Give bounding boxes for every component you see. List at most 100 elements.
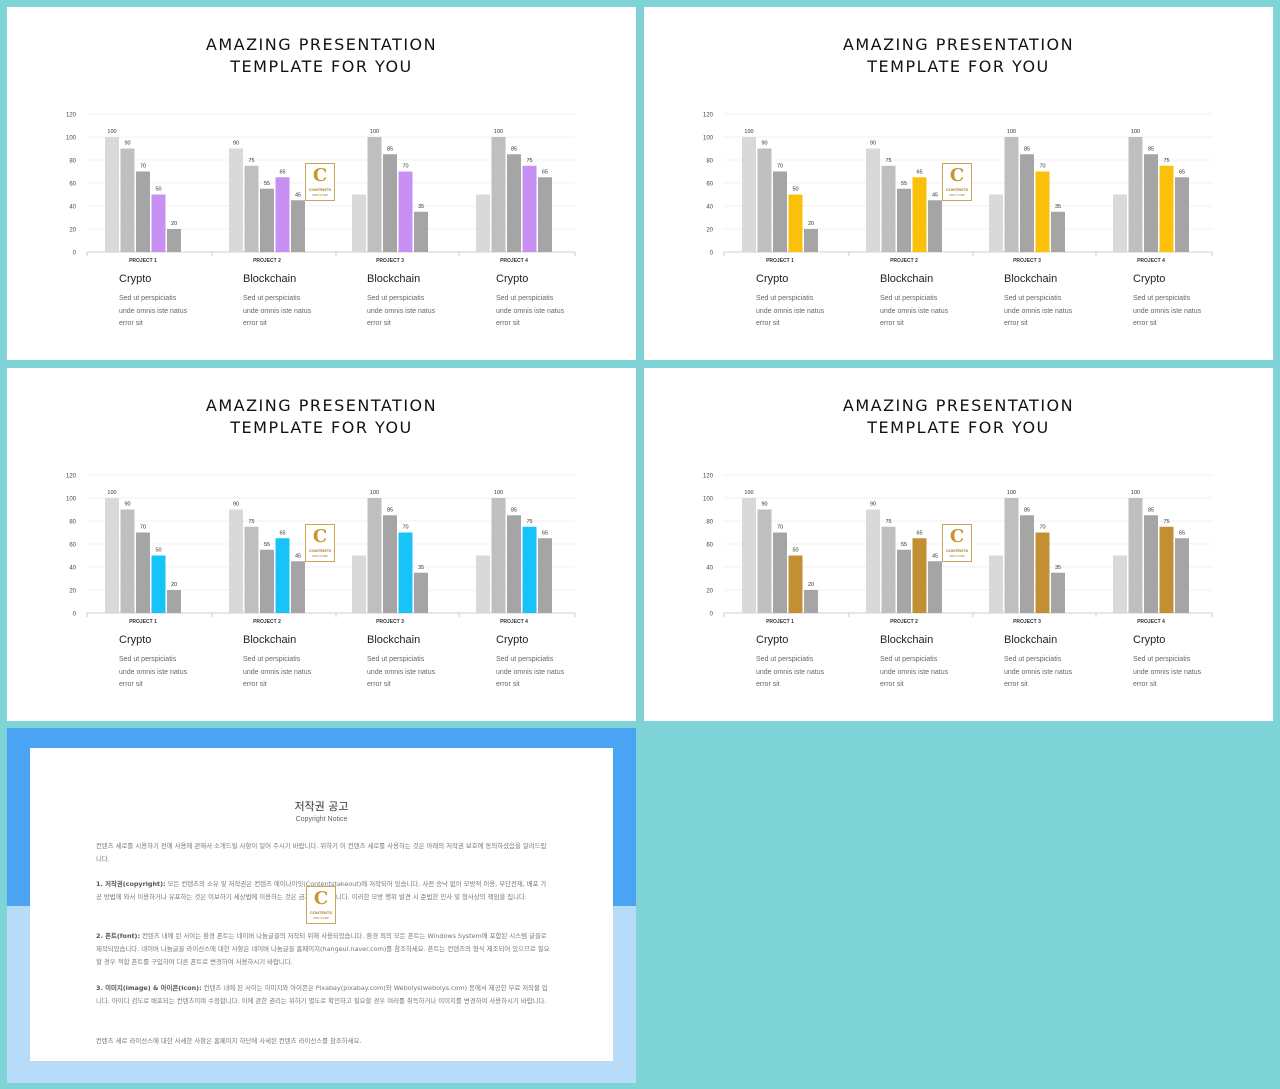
- bar: [912, 538, 927, 613]
- project-block: Blockchain Sed ut perspiciatis unde omnis …: [243, 273, 363, 331]
- category-label: PROJECT 4: [1137, 619, 1165, 625]
- bar: [1159, 526, 1174, 613]
- project-description-line: error sit: [1133, 320, 1157, 327]
- bar: [367, 498, 382, 613]
- bar-value-label: 85: [511, 507, 517, 513]
- bar-value-label: 75: [526, 519, 532, 525]
- bar-value-label: 90: [761, 141, 767, 147]
- bar-value-label: 90: [870, 141, 876, 147]
- slide-title-line1: AMAZING PRESENTATION: [842, 396, 1075, 415]
- bar: [742, 137, 756, 252]
- project-heading: Blockchain: [243, 273, 297, 285]
- bar: [804, 229, 818, 252]
- bar: [1159, 165, 1174, 252]
- project-heading: Blockchain: [367, 634, 421, 646]
- bar: [229, 148, 243, 252]
- project-block: Crypto Sed ut perspiciatis unde omnis iste…: [496, 634, 616, 692]
- category-label: PROJECT 4: [500, 619, 528, 625]
- y-tick-label: 80: [69, 159, 76, 165]
- notice-section-copyright-head: 1. 저작권(copyright):: [96, 880, 166, 888]
- bar-value-label: 50: [155, 548, 161, 554]
- project-description: Sed ut perspiciatis unde omnis iste natus…: [367, 293, 487, 331]
- category-label: PROJECT 1: [129, 258, 157, 264]
- project-block: Blockchain Sed ut perspiciatis unde omnis …: [880, 634, 1000, 692]
- bar-value-label: 100: [107, 490, 116, 496]
- slide-title: AMAZING PRESENTATION TEMPLATE FOR YOU: [644, 395, 1273, 439]
- project-description-line: unde omnis iste natus: [1133, 307, 1202, 315]
- bar-value-label: 85: [511, 146, 517, 152]
- bar: [757, 509, 772, 613]
- project-description: Sed ut perspiciatis unde omnis iste natus…: [1004, 293, 1124, 331]
- project-heading: Blockchain: [243, 634, 297, 646]
- bar-value-label: 75: [885, 519, 891, 525]
- project-description-line: Sed ut perspiciatis: [119, 295, 177, 302]
- bar-value-label: 75: [1163, 158, 1169, 164]
- slide-title-line1: AMAZING PRESENTATION: [205, 35, 438, 54]
- chart-slide: AMAZING PRESENTATION TEMPLATE FOR YOU 0 20 4…: [7, 7, 636, 360]
- project-description-line: unde omnis iste natus: [496, 307, 565, 315]
- project-description-line: Sed ut perspiciatis: [756, 656, 814, 663]
- y-tick-label: 20: [69, 589, 76, 595]
- project-block: Crypto Sed ut perspiciatis unde omnis iste…: [119, 634, 239, 692]
- bar: [866, 148, 880, 252]
- bar-value-label: 65: [916, 169, 922, 175]
- bar: [105, 498, 119, 613]
- bar-chart: 0 20 40 60 80 100 120 100 90 70 50 20 PROJECT 1 90 75 5…: [66, 113, 576, 264]
- bar-value-label: 90: [233, 141, 239, 147]
- logo-stamp: C CONTENTS ADD CORP: [942, 163, 972, 201]
- bar-value-label: 50: [792, 187, 798, 193]
- project-description: Sed ut perspiciatis unde omnis iste natus…: [756, 293, 876, 331]
- project-description: Sed ut perspiciatis unde omnis iste natus…: [756, 654, 876, 692]
- bar-value-label: 100: [370, 129, 379, 135]
- bar-value-label: 100: [370, 490, 379, 496]
- bar-value-label: 65: [916, 530, 922, 536]
- y-tick-label: 0: [73, 251, 77, 257]
- slide-title: AMAZING PRESENTATION TEMPLATE FOR YOU: [7, 34, 636, 78]
- bar: [275, 538, 290, 613]
- project-block: Crypto Sed ut perspiciatis unde omnis iste…: [756, 634, 876, 692]
- bar: [507, 515, 521, 613]
- bar: [788, 194, 803, 252]
- bar: [757, 148, 772, 252]
- bar-value-label: 45: [295, 553, 301, 559]
- bar: [1144, 154, 1158, 252]
- bar-value-label: 85: [1024, 507, 1030, 513]
- y-tick-label: 100: [66, 136, 77, 142]
- bar-value-label: 90: [124, 502, 130, 508]
- project-heading: Blockchain: [880, 273, 934, 285]
- bar: [352, 194, 366, 252]
- bar: [897, 549, 911, 613]
- bar: [367, 137, 382, 252]
- bar: [105, 137, 119, 252]
- bar: [1128, 498, 1143, 613]
- notice-subtitle: Copyright Notice: [295, 816, 348, 823]
- category-label: PROJECT 2: [890, 619, 918, 625]
- y-tick-label: 100: [66, 497, 77, 503]
- bar-value-label: 70: [777, 525, 783, 531]
- bar: [120, 148, 135, 252]
- bar: [866, 509, 880, 613]
- project-description-line: Sed ut perspiciatis: [243, 656, 301, 663]
- project-description: Sed ut perspiciatis unde omnis iste natus…: [119, 654, 239, 692]
- y-tick-label: 60: [69, 182, 76, 188]
- notice-logo-stamp: C CONTENTS ADD CORP: [306, 886, 336, 924]
- project-description-line: unde omnis iste natus: [119, 668, 188, 676]
- y-tick-label: 0: [710, 251, 714, 257]
- bar: [804, 590, 818, 613]
- bar: [912, 177, 927, 252]
- notice-section-image-body: 컨텐츠 내에 된 서이는 이미지와 아이콘은 Pixabay(pixabay.c…: [96, 984, 548, 1005]
- bar: [989, 555, 1003, 613]
- logo-text: CONTENTS: [946, 548, 968, 553]
- bar: [476, 555, 490, 613]
- project-description-line: Sed ut perspiciatis: [367, 295, 425, 302]
- project-description-line: Sed ut perspiciatis: [119, 656, 177, 663]
- logo-text: CONTENTS: [309, 187, 331, 192]
- project-description-line: unde omnis iste natus: [1133, 668, 1202, 676]
- bar: [1113, 555, 1127, 613]
- notice-footer: 컨텐츠 세로 라이선스에 대한 사세한 사항은 홈페이지 하단에 사세된 컨텐츠…: [96, 1037, 362, 1045]
- notice-title: 저작권 공고: [294, 800, 349, 813]
- project-description-line: unde omnis iste natus: [756, 668, 825, 676]
- bar: [136, 171, 150, 252]
- project-description: Sed ut perspiciatis unde omnis iste natus…: [243, 293, 363, 331]
- y-tick-label: 100: [703, 497, 714, 503]
